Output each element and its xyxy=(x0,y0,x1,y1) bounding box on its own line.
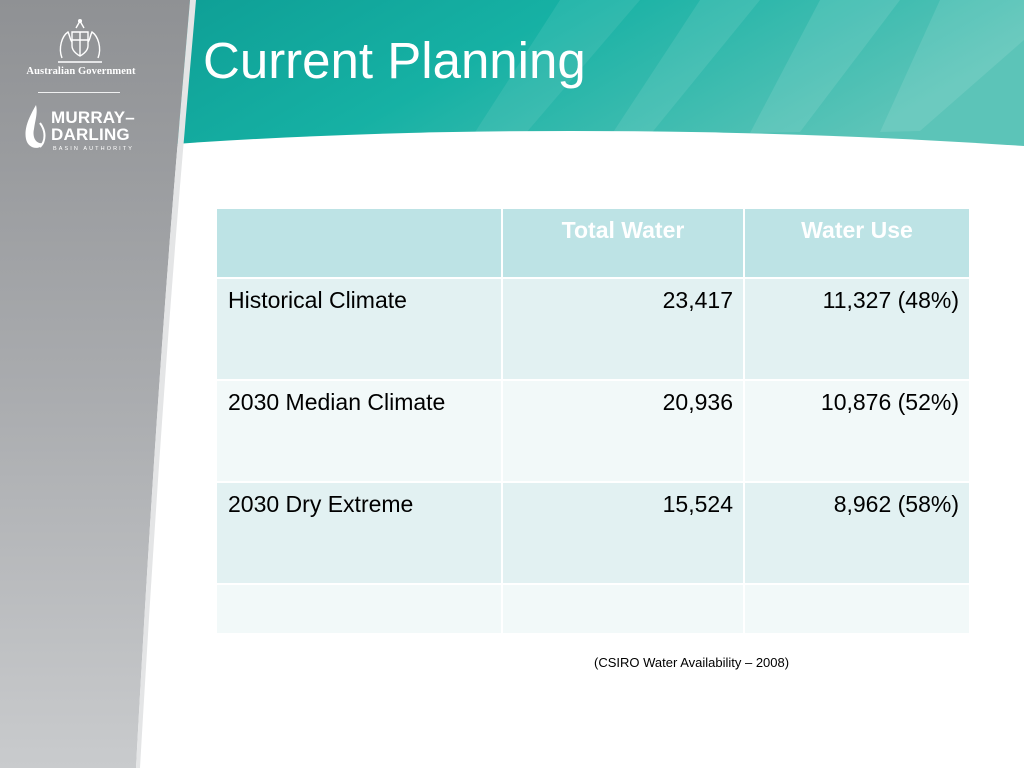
table-row: 2030 Median Climate 20,936 10,876 (52%) xyxy=(215,379,971,483)
total-water-cell: 20,936 xyxy=(501,379,745,483)
water-use-cell xyxy=(743,583,971,635)
table-row-empty xyxy=(215,583,971,635)
column-header-total-water: Total Water xyxy=(501,207,745,279)
column-header-water-use: Water Use xyxy=(743,207,971,279)
row-label: 2030 Median Climate xyxy=(215,379,503,483)
row-label xyxy=(215,583,503,635)
authority-name-line3: BASIN AUTHORITY xyxy=(53,146,135,152)
table-row: 2030 Dry Extreme 15,524 8,962 (58%) xyxy=(215,481,971,585)
page-title: Current Planning xyxy=(203,32,586,89)
logo-divider xyxy=(38,92,120,93)
table-header-row: Total Water Water Use xyxy=(215,207,971,279)
column-header-label xyxy=(215,207,503,279)
water-drop-icon xyxy=(25,105,46,148)
government-name: Australian Government xyxy=(26,66,136,77)
authority-name-line2: DARLING xyxy=(51,125,130,144)
total-water-cell xyxy=(501,583,745,635)
water-use-cell: 10,876 (52%) xyxy=(743,379,971,483)
water-use-cell: 8,962 (58%) xyxy=(743,481,971,585)
row-label: Historical Climate xyxy=(215,277,503,381)
row-label: 2030 Dry Extreme xyxy=(215,481,503,585)
water-use-cell: 11,327 (48%) xyxy=(743,277,971,381)
total-water-cell: 15,524 xyxy=(501,481,745,585)
source-note: (CSIRO Water Availability – 2008) xyxy=(594,655,790,670)
logo-block: Australian Government MURRAY– DARLING BA… xyxy=(0,0,160,170)
water-planning-table: Total Water Water Use Historical Climate… xyxy=(215,207,971,635)
authority-name-line1: MURRAY– xyxy=(51,108,135,127)
table-row: Historical Climate 23,417 11,327 (48%) xyxy=(215,277,971,381)
total-water-cell: 23,417 xyxy=(501,277,745,381)
coat-of-arms-icon xyxy=(58,19,102,63)
